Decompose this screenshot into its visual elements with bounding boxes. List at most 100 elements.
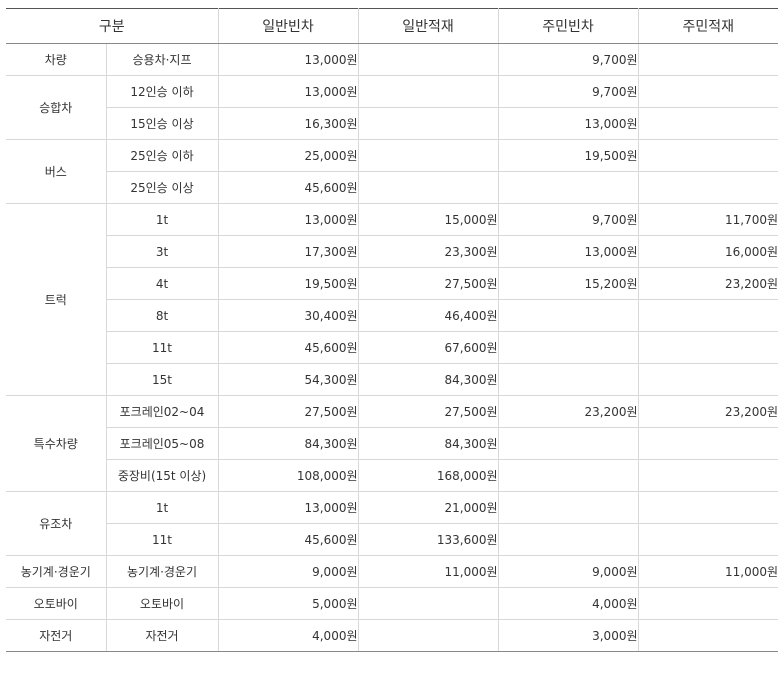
fare-cell-resident-loaded: [637, 75, 779, 108]
fare-table: 구분 일반빈차 일반적재 주민빈차 주민적재 차량 승용차·지프 13,000원 9,…: [6, 8, 779, 652]
fare-cell-resident-empty: 19,500원: [497, 139, 639, 172]
fare-cell-general-empty: 4,000원: [217, 619, 359, 652]
fare-cell-resident-empty: [497, 459, 639, 492]
table-row: 11t 45,600원 67,600원: [6, 331, 779, 364]
fare-cell-general-loaded: [357, 171, 499, 204]
fare-cell-general-loaded: 133,600원: [357, 523, 499, 556]
fare-cell-general-empty: 13,000원: [217, 491, 359, 524]
fare-cell-general-loaded: 23,300원: [357, 235, 499, 268]
group-label: 오토바이: [6, 587, 107, 620]
fare-cell-resident-loaded: [637, 43, 779, 76]
fare-cell-resident-loaded: [637, 459, 779, 492]
fare-cell-general-loaded: 46,400원: [357, 299, 499, 332]
subcategory-label: 농기계·경운기: [105, 555, 219, 588]
fare-cell-general-empty: 5,000원: [217, 587, 359, 620]
table-row: 농기계·경운기 농기계·경운기 9,000원 11,000원 9,000원 11,000원: [6, 555, 779, 588]
fare-cell-resident-empty: 9,700원: [497, 75, 639, 108]
subcategory-label: 1t: [105, 491, 219, 524]
fare-cell-general-empty: 13,000원: [217, 203, 359, 236]
fare-cell-general-loaded: 67,600원: [357, 331, 499, 364]
table-row: 특수차량 포크레인02~04 27,500원 27,500원 23,200원 23,200…: [6, 395, 779, 492]
fare-cell-general-loaded: 27,500원: [357, 267, 499, 300]
subcategory-label: 승용차·지프: [105, 43, 219, 76]
fare-cell-resident-empty: [497, 331, 639, 364]
group-label: 자전거: [6, 619, 107, 652]
fare-cell-resident-loaded: [637, 523, 779, 556]
group-label: 차량: [6, 43, 107, 76]
fare-cell-general-empty: 45,600원: [217, 331, 359, 364]
subcategory-label: 15t: [105, 363, 219, 396]
group-label: 버스: [6, 139, 107, 204]
subcategory-label: 포크레인05~08: [105, 427, 219, 460]
header-row: 구분 일반빈차 일반적재 주민빈차 주민적재: [6, 8, 779, 44]
fare-cell-resident-empty: [497, 427, 639, 460]
fare-cell-general-loaded: [357, 107, 499, 140]
fare-cell-general-loaded: [357, 75, 499, 108]
table-row: 자전거 자전거 4,000원 3,000원: [6, 619, 779, 652]
fare-cell-resident-loaded: [637, 171, 779, 204]
subcategory-label: 11t: [105, 331, 219, 364]
fare-cell-general-loaded: 84,300원: [357, 427, 499, 460]
table-row: 차량 승용차·지프 13,000원 9,700원: [6, 43, 779, 76]
subcategory-label: 8t: [105, 299, 219, 332]
fare-cell-general-empty: 45,600원: [217, 171, 359, 204]
fare-cell-resident-empty: [497, 171, 639, 204]
fare-cell-general-loaded: 84,300원: [357, 363, 499, 396]
fare-cell-resident-empty: 13,000원: [497, 107, 639, 140]
fare-cell-general-empty: 45,600원: [217, 523, 359, 556]
subcategory-label: 12인승 이하: [105, 75, 219, 108]
fare-cell-resident-loaded: 23,200원: [637, 395, 779, 428]
fare-cell-resident-loaded: [637, 363, 779, 396]
fare-cell-general-loaded: [357, 619, 499, 652]
subcategory-label: 자전거: [105, 619, 219, 652]
fare-cell-general-loaded: 168,000원: [357, 459, 499, 492]
fare-cell-resident-loaded: 11,700원: [637, 203, 779, 236]
fare-cell-general-empty: 84,300원: [217, 427, 359, 460]
table-row: 8t 30,400원 46,400원: [6, 299, 779, 332]
fare-cell-resident-empty: 23,200원: [497, 395, 639, 428]
table-row: 트럭 1t 13,000원 15,000원 9,700원 11,700원: [6, 203, 779, 396]
subcategory-label: 중장비(15t 이상): [105, 459, 219, 492]
table-row: 15t 54,300원 84,300원: [6, 363, 779, 396]
fare-cell-resident-empty: [497, 491, 639, 524]
subcategory-label: 3t: [105, 235, 219, 268]
fare-body: 차량 승용차·지프 13,000원 9,700원 승합차 12인승 이하 13,000원 9,…: [6, 43, 779, 652]
fare-cell-general-empty: 30,400원: [217, 299, 359, 332]
subcategory-label: 25인승 이상: [105, 171, 219, 204]
table-row: 11t 45,600원 133,600원: [6, 523, 779, 556]
fare-cell-resident-loaded: 11,000원: [637, 555, 779, 588]
header-col-resident-loaded: 주민적재: [637, 8, 779, 44]
group-label: 유조차: [6, 491, 107, 556]
header-col-general-loaded: 일반적재: [357, 8, 499, 44]
fare-cell-general-empty: 17,300원: [217, 235, 359, 268]
fare-cell-general-empty: 13,000원: [217, 43, 359, 76]
header-category: 구분: [6, 8, 219, 44]
fare-cell-general-empty: 9,000원: [217, 555, 359, 588]
fare-cell-resident-loaded: [637, 331, 779, 364]
fare-cell-resident-loaded: [637, 491, 779, 524]
fare-cell-general-empty: 16,300원: [217, 107, 359, 140]
subcategory-label: 11t: [105, 523, 219, 556]
fare-cell-resident-empty: 15,200원: [497, 267, 639, 300]
fare-cell-resident-empty: 13,000원: [497, 235, 639, 268]
fare-cell-resident-empty: [497, 299, 639, 332]
group-label: 특수차량: [6, 395, 107, 492]
table-row: 오토바이 오토바이 5,000원 4,000원: [6, 587, 779, 620]
fare-cell-resident-empty: 9,000원: [497, 555, 639, 588]
fare-cell-resident-loaded: 16,000원: [637, 235, 779, 268]
fare-cell-general-empty: 13,000원: [217, 75, 359, 108]
fare-cell-general-empty: 27,500원: [217, 395, 359, 428]
fare-cell-general-loaded: [357, 587, 499, 620]
subcategory-label: 1t: [105, 203, 219, 236]
fare-cell-resident-empty: 9,700원: [497, 43, 639, 76]
header-col-resident-empty: 주민빈차: [497, 8, 639, 44]
fare-cell-resident-loaded: [637, 427, 779, 460]
table-row: 4t 19,500원 27,500원 15,200원 23,200원: [6, 267, 779, 300]
group-label: 승합차: [6, 75, 107, 140]
fare-cell-general-loaded: [357, 139, 499, 172]
fare-cell-resident-loaded: [637, 587, 779, 620]
fare-cell-resident-empty: 4,000원: [497, 587, 639, 620]
fare-cell-general-loaded: 27,500원: [357, 395, 499, 428]
fare-cell-resident-empty: 9,700원: [497, 203, 639, 236]
table-row: 중장비(15t 이상) 108,000원 168,000원: [6, 459, 779, 492]
